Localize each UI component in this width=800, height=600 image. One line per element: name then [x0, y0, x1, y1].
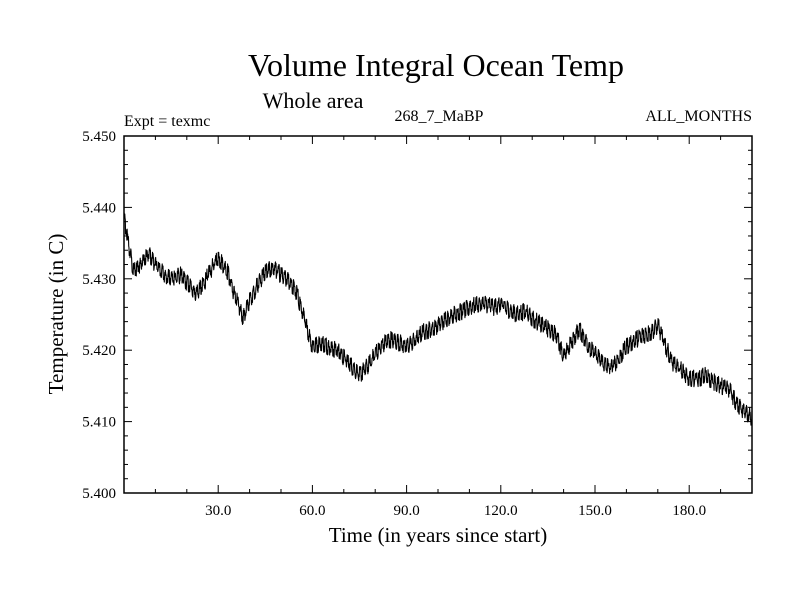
chart-title: Volume Integral Ocean Temp	[248, 47, 624, 83]
x-tick-label: 30.0	[205, 503, 231, 519]
y-tick-label: 5.420	[82, 343, 116, 359]
x-tick-labels: 30.0 60.0 90.0 120.0 150.0 180.0	[205, 503, 706, 519]
y-tick-label: 5.410	[82, 415, 116, 431]
y-tick-label: 5.450	[82, 129, 116, 145]
annotation-center: 268_7_MaBP	[395, 108, 484, 125]
plot-frame	[123, 135, 753, 494]
x-tick-label: 60.0	[299, 503, 325, 519]
chart-subtitle: Whole area	[263, 88, 364, 113]
y-tick-label: 5.400	[82, 486, 116, 502]
y-tick-label: 5.440	[82, 200, 116, 216]
y-axis-label: Temperature (in C)	[44, 234, 68, 395]
x-tick-label: 180.0	[672, 503, 706, 519]
x-tick-label: 120.0	[484, 503, 518, 519]
annotation-right: ALL_MONTHS	[645, 108, 752, 125]
x-tick-label: 150.0	[578, 503, 612, 519]
annotation-left: Expt = texmc	[124, 113, 210, 130]
y-tick-labels: 5.400 5.410 5.420 5.430 5.440 5.450	[82, 129, 116, 502]
x-tick-label: 90.0	[393, 503, 419, 519]
y-tick-label: 5.430	[82, 272, 116, 288]
x-axis-label: Time (in years since start)	[329, 523, 548, 547]
series-line-texmc	[123, 212, 753, 426]
